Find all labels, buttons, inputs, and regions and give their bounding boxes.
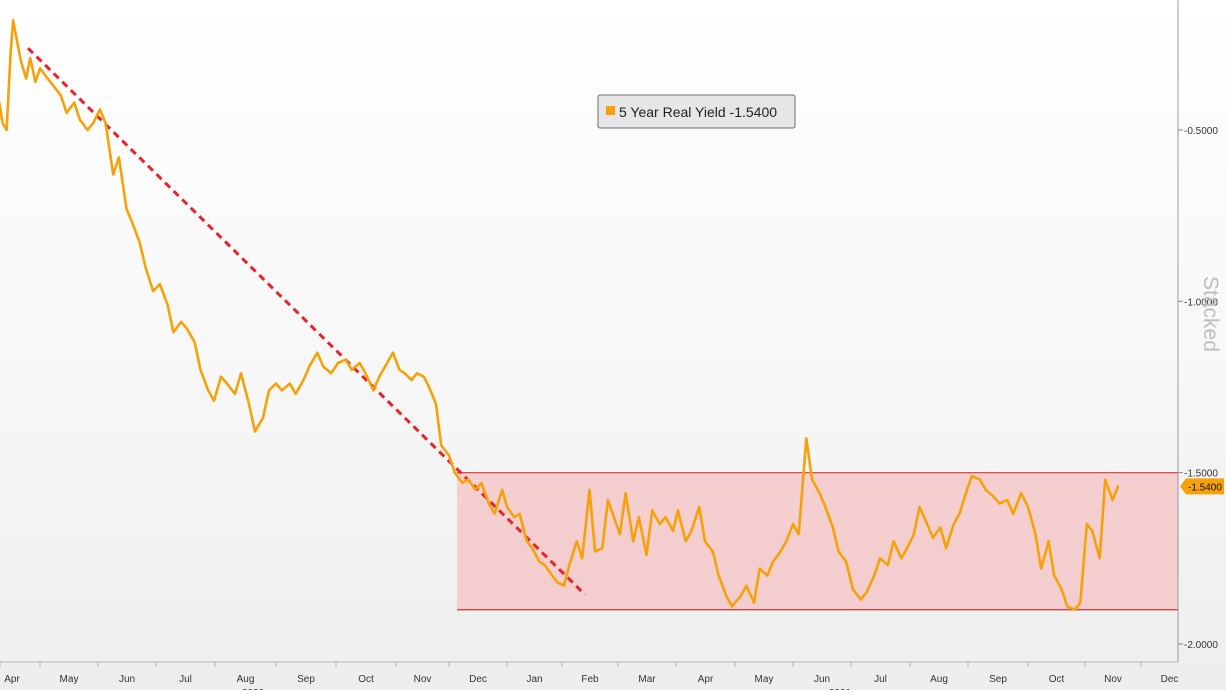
y-tick-label: -1.0000 (1184, 297, 1218, 308)
last-value-tag (1180, 478, 1224, 495)
legend-label: 5 Year Real Yield -1.5400 (619, 104, 777, 120)
legend-box (597, 94, 796, 129)
x-tick-label: Dec (469, 674, 487, 685)
x-tick-label: Oct (1049, 674, 1065, 685)
x-tick-label: Feb (581, 674, 599, 685)
x-tick-label: Dec (1161, 674, 1179, 685)
x-tick-label: Aug (930, 674, 948, 685)
x-tick-label: Nov (414, 674, 432, 685)
x-tick-label: May (60, 674, 79, 685)
series-line-0 (0, 19, 1120, 611)
x-tick-label: Nov (1104, 674, 1122, 685)
watermark-text: Stacked (1199, 276, 1222, 352)
x-tick-label: Jun (814, 674, 830, 685)
range-band (457, 472, 1178, 610)
x-tick-label: May (755, 674, 774, 685)
y-tick-label: -0.5000 (1184, 126, 1218, 137)
trend-line (26, 47, 587, 596)
x-tick-label: Oct (358, 674, 374, 685)
x-tick-label: Apr (698, 674, 714, 685)
x-tick-label: Jul (179, 674, 192, 685)
x-tick-label: Jan (526, 674, 542, 685)
y-tick-label: -2.0000 (1184, 640, 1218, 651)
x-tick-label: Aug (237, 674, 255, 685)
x-tick-label: Jun (119, 674, 135, 685)
x-tick-label: Sep (989, 674, 1007, 685)
x-tick-label: Mar (638, 674, 656, 685)
x-tick-label: Apr (4, 674, 20, 685)
x-tick-label: Jul (874, 674, 887, 685)
x-tick-label: Sep (297, 674, 315, 685)
legend-swatch (606, 106, 615, 115)
y-tick-label: -1.5000 (1184, 469, 1218, 480)
last-value-tag-label: -1.5400 (1188, 482, 1222, 493)
